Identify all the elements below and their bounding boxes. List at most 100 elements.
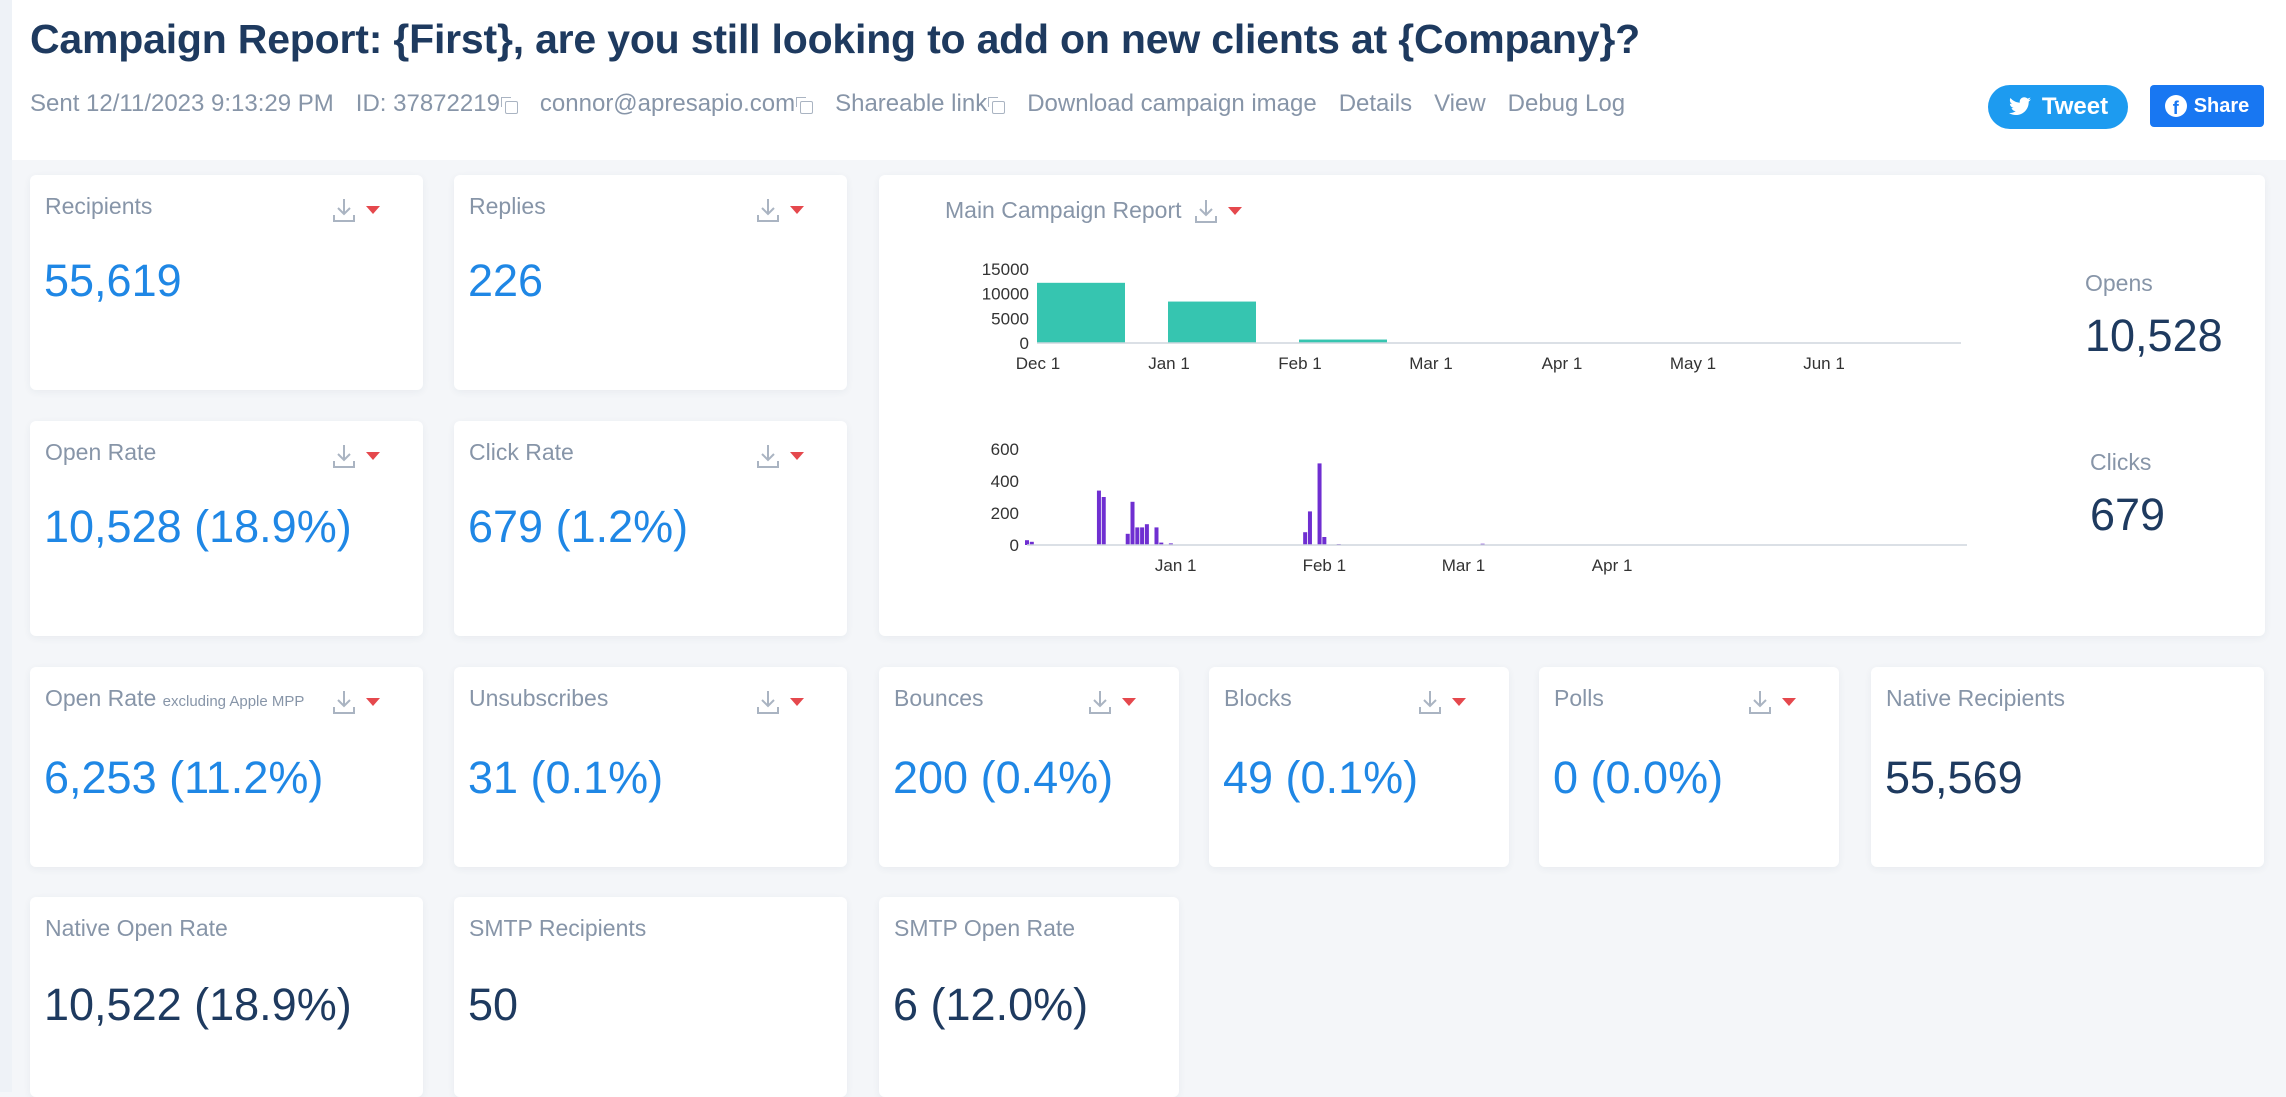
- smtp-open-rate-value: 6 (12.0%): [893, 979, 1089, 1030]
- polls-label: Polls: [1554, 685, 1604, 711]
- native-recipients-label: Native Recipients: [1886, 685, 2065, 711]
- clicks-bar: [1159, 542, 1164, 545]
- download-icon[interactable]: [332, 689, 356, 715]
- copy-icon[interactable]: [796, 96, 814, 114]
- native-recipients-value: 55,569: [1885, 752, 2023, 803]
- download-icon[interactable]: [1088, 689, 1112, 715]
- open-rate-value: 10,528 (18.9%): [44, 501, 352, 552]
- clicks-bar: [1096, 490, 1101, 545]
- opens-bar: [1168, 301, 1256, 343]
- caret-down-icon[interactable]: [790, 452, 804, 460]
- opens-bar: [1037, 282, 1125, 343]
- copy-icon[interactable]: [988, 96, 1006, 114]
- clicks-bar: [1144, 524, 1149, 545]
- shareable-link[interactable]: Shareable link: [835, 90, 1006, 118]
- caret-down-icon[interactable]: [1122, 698, 1136, 706]
- campaign-id-text: ID: 37872219: [355, 90, 500, 117]
- click-rate-download[interactable]: [756, 443, 804, 469]
- unsubscribes-download[interactable]: [756, 689, 804, 715]
- clicks-bar: [1154, 527, 1159, 545]
- main-chart-download[interactable]: [1194, 198, 1242, 224]
- clicks-bar: [1101, 497, 1106, 545]
- clicks-y-tick-label: 0: [1010, 536, 1019, 555]
- recipients-download[interactable]: [332, 197, 380, 223]
- bounces-download[interactable]: [1088, 689, 1136, 715]
- download-icon[interactable]: [1748, 689, 1772, 715]
- unsubscribes-label: Unsubscribes: [469, 685, 609, 711]
- download-icon[interactable]: [332, 443, 356, 469]
- copy-icon[interactable]: [500, 96, 518, 114]
- download-campaign-image-link[interactable]: Download campaign image: [1027, 90, 1317, 117]
- opens-y-tick-label: 5000: [991, 309, 1029, 328]
- clicks-bar: [1125, 533, 1130, 545]
- clicks-y-tick-label: 200: [991, 504, 1019, 523]
- click-rate-card: Click Rate 679 (1.2%): [454, 421, 847, 636]
- clicks-bar: [1317, 463, 1322, 545]
- clicks-bar: [1130, 501, 1135, 545]
- facebook-icon: f: [2164, 95, 2187, 117]
- opens-x-tick-label: Apr 1: [1542, 354, 1583, 373]
- tweet-label: Tweet: [2041, 93, 2109, 120]
- replies-download[interactable]: [756, 197, 804, 223]
- blocks-label: Blocks: [1224, 685, 1292, 711]
- header-band: [0, 0, 2286, 160]
- smtp-open-rate-label: SMTP Open Rate: [894, 915, 1076, 941]
- smtp-open-rate-card: SMTP Open Rate 6 (12.0%): [879, 897, 1179, 1097]
- clicks-y-tick-label: 600: [991, 440, 1019, 459]
- native-open-rate-label: Native Open Rate: [45, 915, 228, 941]
- open-rate-mpp-card: Open Rate excluding Apple MPP 6,253 (11.…: [30, 667, 423, 867]
- download-icon[interactable]: [332, 197, 356, 223]
- facebook-share-button[interactable]: f Share: [2150, 85, 2264, 127]
- clicks-chart: 0 200 400 600 Jan 1 Feb 1 Mar 1 Apr 1: [991, 440, 1967, 575]
- caret-down-icon[interactable]: [1452, 698, 1466, 706]
- tweet-button[interactable]: Tweet: [1988, 85, 2128, 129]
- blocks-download[interactable]: [1418, 689, 1466, 715]
- opens-y-tick-label: 15000: [982, 260, 1029, 279]
- shareable-link-text[interactable]: Shareable link: [835, 90, 988, 117]
- caret-down-icon[interactable]: [366, 698, 380, 706]
- opens-chart: 0 5000 10000 15000 Dec 1 Jan 1 Feb 1 Mar 1 Apr 1…: [982, 260, 1961, 373]
- sender-email[interactable]: connor@apresapio.com: [540, 90, 814, 118]
- bounces-card: Bounces 200 (0.4%): [879, 667, 1179, 867]
- blocks-card: Blocks 49 (0.1%): [1209, 667, 1509, 867]
- opens-x-tick-label: Mar 1: [1409, 354, 1452, 373]
- bounces-value: 200 (0.4%): [893, 752, 1114, 803]
- caret-down-icon[interactable]: [790, 698, 804, 706]
- opens-x-tick-label: Jun 1: [1803, 354, 1845, 373]
- main-chart-title-text: Main Campaign Report: [945, 197, 1182, 223]
- caret-down-icon[interactable]: [366, 206, 380, 214]
- open-rate-mpp-label-text: Open Rate: [45, 685, 157, 711]
- download-icon[interactable]: [756, 689, 780, 715]
- debug-log-link[interactable]: Debug Log: [1507, 90, 1626, 117]
- download-icon[interactable]: [756, 197, 780, 223]
- opens-x-tick-label: Jan 1: [1148, 354, 1190, 373]
- unsubscribes-value: 31 (0.1%): [468, 752, 664, 803]
- recipients-card: Recipients 55,619: [30, 175, 423, 390]
- view-link[interactable]: View: [1434, 90, 1486, 117]
- caret-down-icon[interactable]: [1782, 698, 1796, 706]
- opens-label: Opens: [2085, 270, 2153, 296]
- caret-down-icon[interactable]: [1227, 206, 1242, 215]
- opens-bar: [1299, 339, 1387, 343]
- open-rate-download[interactable]: [332, 443, 380, 469]
- clicks-bar: [1025, 540, 1029, 545]
- caret-down-icon[interactable]: [366, 452, 380, 460]
- caret-down-icon[interactable]: [790, 206, 804, 214]
- details-link[interactable]: Details: [1338, 90, 1413, 117]
- polls-download[interactable]: [1748, 689, 1796, 715]
- smtp-recipients-label: SMTP Recipients: [469, 915, 647, 941]
- clicks-value: 679: [2090, 489, 2166, 540]
- open-rate-mpp-download[interactable]: [332, 689, 380, 715]
- page-title: Campaign Report: {First}, are you still …: [30, 16, 1640, 62]
- polls-value: 0 (0.0%): [1553, 752, 1724, 803]
- campaign-id[interactable]: ID: 37872219: [356, 90, 518, 118]
- download-icon[interactable]: [756, 443, 780, 469]
- opens-y-tick-label: 0: [1020, 334, 1029, 353]
- download-icon[interactable]: [1418, 689, 1442, 715]
- download-icon[interactable]: [1194, 198, 1218, 224]
- replies-card: Replies 226: [454, 175, 847, 390]
- recipients-label: Recipients: [45, 193, 153, 219]
- open-rate-mpp-label: Open Rate excluding Apple MPP: [45, 685, 304, 712]
- clicks-x-tick-label: Feb 1: [1303, 556, 1346, 575]
- polls-card: Polls 0 (0.0%): [1539, 667, 1839, 867]
